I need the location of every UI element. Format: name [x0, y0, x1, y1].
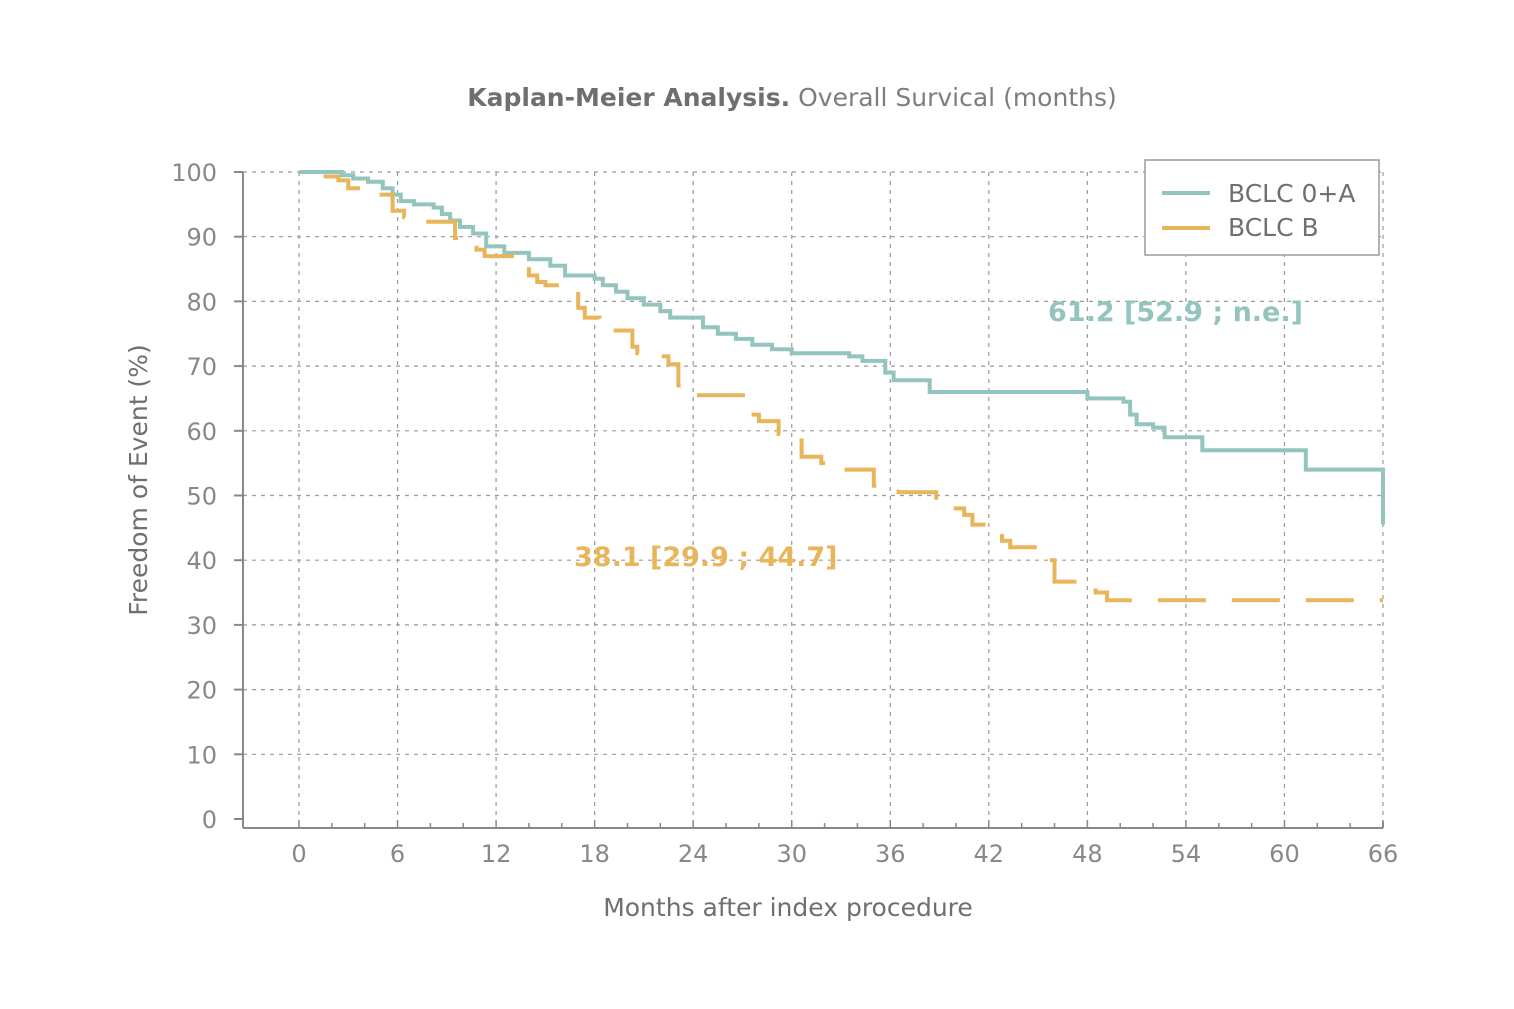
axes	[234, 171, 1384, 829]
y-axis-label: Freedom of Event (%)	[124, 344, 153, 615]
y-tick-label: 100	[171, 159, 217, 187]
series-line-bclc-b	[323, 174, 1383, 603]
x-tick-label: 0	[291, 840, 306, 868]
x-tick-label: 54	[1171, 840, 1202, 868]
y-tick-label: 0	[202, 806, 217, 834]
x-tick-label: 48	[1072, 840, 1103, 868]
y-tick-label: 20	[186, 677, 217, 705]
y-tick-label: 30	[186, 612, 217, 640]
y-tick-label: 90	[186, 224, 217, 252]
series-layer	[299, 170, 1385, 603]
y-tick-labels: 0 10 20 30 40 50 60 70 80 90 100	[171, 159, 217, 834]
x-axis-label: Months after index procedure	[603, 893, 973, 922]
y-tick-label: 10	[186, 741, 217, 769]
x-tick-label: 12	[481, 840, 512, 868]
annotation-bclc-b: 38.1 [29.9 ; 44.7]	[574, 542, 838, 573]
x-tick-label: 60	[1269, 840, 1300, 868]
chart-title-rest: Overall Survical (months)	[798, 83, 1117, 112]
x-tick-label: 66	[1368, 840, 1399, 868]
y-tick-label: 60	[186, 418, 217, 446]
y-tick-label: 80	[186, 288, 217, 316]
legend-box	[1144, 159, 1380, 256]
x-tick-label: 6	[390, 840, 405, 868]
x-tick-label: 42	[974, 840, 1005, 868]
chart-title: Kaplan-Meier Analysis. Overall Survical (…	[467, 83, 1117, 112]
annotation-bclc-0a: 61.2 [52.9 ; n.e.]	[1048, 297, 1303, 328]
y-tick-label: 40	[186, 547, 217, 575]
x-tick-labels: 0 6 12 18 24 30 36 42 48 54 60 66	[291, 840, 1398, 868]
series-line-bclc-0a	[299, 170, 1385, 525]
x-tick-label: 36	[875, 840, 906, 868]
y-tick-label: 50	[186, 483, 217, 511]
x-tick-label: 24	[678, 840, 709, 868]
chart-title-bold: Kaplan-Meier Analysis.	[467, 83, 790, 112]
grid-lines	[243, 171, 1384, 819]
x-tick-label: 18	[579, 840, 610, 868]
legend-label-bclc-0a: BCLC 0+A	[1228, 179, 1355, 208]
x-tick-label: 30	[776, 840, 807, 868]
y-tick-label: 70	[186, 353, 217, 381]
legend-label-bclc-b: BCLC B	[1228, 213, 1319, 242]
legend: BCLC 0+A BCLC B	[1144, 159, 1380, 256]
